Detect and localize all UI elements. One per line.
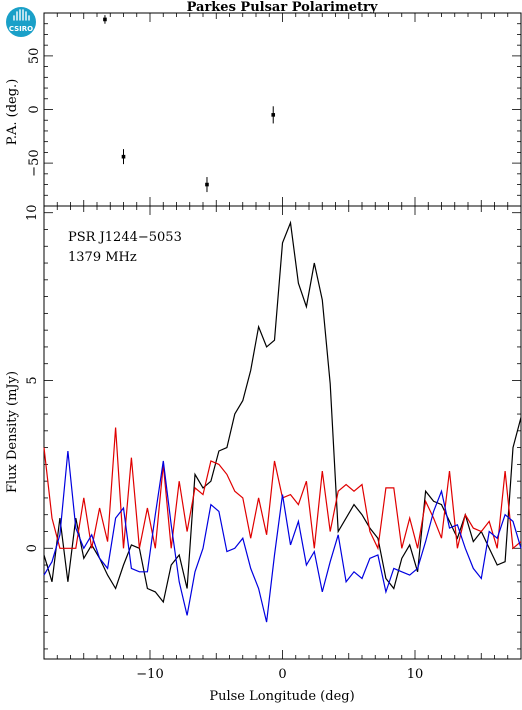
x-axis-label: Pulse Longitude (deg)	[209, 689, 354, 704]
x-tick-label: 10	[407, 667, 424, 682]
pa-y-tick-label: 0	[27, 105, 42, 113]
figure-title: Parkes Pulsar Polarimetry	[187, 0, 378, 15]
flux-y-tick-label: 5	[25, 376, 40, 384]
flux-axis-ticks: −10 0 10 0 5 10	[25, 204, 522, 682]
frequency-annotation: 1379 MHz	[68, 250, 137, 265]
flux-y-label: Flux Density (mJy)	[5, 371, 20, 493]
x-tick-label: −10	[136, 667, 163, 682]
flux-y-tick-label: 0	[25, 544, 40, 552]
csiro-logo-circle	[6, 7, 36, 37]
total-intensity-line	[43, 220, 522, 604]
pa-point	[271, 113, 276, 117]
pa-points	[103, 15, 276, 193]
pa-y-tick-label: −50	[27, 149, 42, 176]
flux-series	[43, 220, 522, 623]
pa-axis-ticks: −50 0 50	[27, 12, 522, 207]
flux-y-tick-label: 10	[25, 204, 40, 221]
x-tick-label: 0	[278, 667, 286, 682]
pa-y-tick-label: 50	[27, 48, 42, 65]
pa-y-label: P.A. (deg.)	[5, 79, 20, 146]
linear-polarization-line	[43, 427, 522, 551]
pa-point	[205, 182, 209, 187]
pa-panel-frame	[43, 12, 522, 207]
circular-polarization-line	[43, 450, 522, 623]
pa-point	[103, 17, 107, 22]
pulsar-name-annotation: PSR J1244−5053	[68, 230, 182, 245]
pa-point	[121, 154, 126, 159]
csiro-logo-mark	[13, 9, 30, 21]
csiro-logo: CSIRO	[6, 7, 36, 37]
csiro-logo-text: CSIRO	[9, 25, 33, 33]
